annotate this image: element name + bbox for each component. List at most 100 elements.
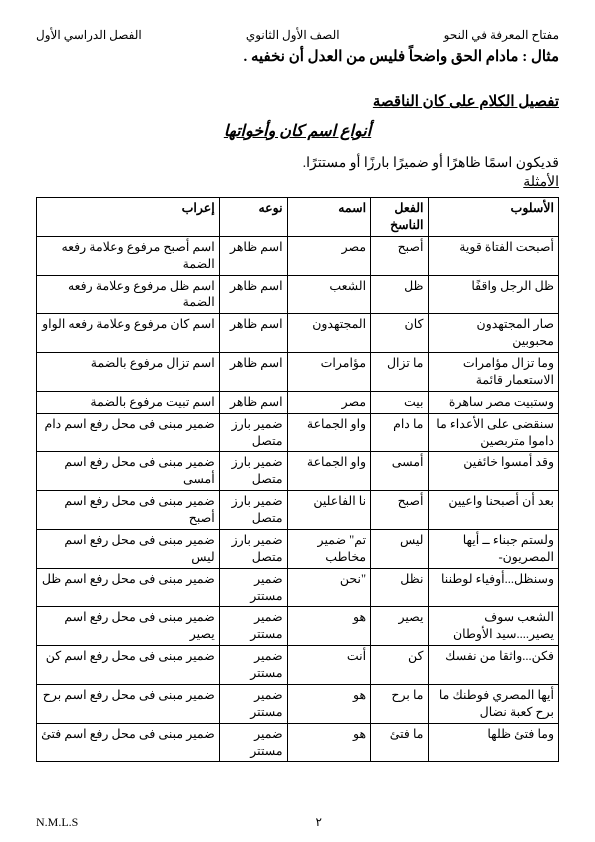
table-cell: ما دام [371, 413, 428, 452]
table-cell: ضمير مستتر [219, 646, 287, 685]
table-cell: سنقضى على الأعداء ما داموا متربصين [428, 413, 559, 452]
table-cell: بعد أن أصبحنا واعيين [428, 491, 559, 530]
table-header-row: الأسلوب الفعل الناسخ اسمه نوعه إعراب [37, 198, 559, 237]
table-cell: ما تزال [371, 353, 428, 392]
header-right: مفتاح المعرفة في النحو [444, 28, 559, 43]
table-cell: "نحن [287, 568, 371, 607]
table-row: وقد أمسوا خائفينأمسىواو الجماعةضمير بارز… [37, 452, 559, 491]
table-cell: ضمير مستتر [219, 568, 287, 607]
table-cell: مصر [287, 236, 371, 275]
table-cell: اسم أصبح مرفوع وعلامة رفعه الضمة [37, 236, 220, 275]
table-cell: ضمير بارز متصل [219, 413, 287, 452]
th-parse: إعراب [37, 198, 220, 237]
table-cell: ضمير مستتر [219, 723, 287, 762]
header-center: الصف الأول الثانوي [246, 28, 340, 43]
table-body: أصبحت الفتاة قويةأصبحمصراسم ظاهراسم أصبح… [37, 236, 559, 762]
table-cell: واو الجماعة [287, 452, 371, 491]
table-cell: فكن...واثقا من نفسك [428, 646, 559, 685]
table-cell: أمسى [371, 452, 428, 491]
table-cell: اسم تزال مرفوع بالضمة [37, 353, 220, 392]
table-cell: اسم كان مرفوع وعلامة رفعه الواو [37, 314, 220, 353]
table-cell: ضمير مبنى فى محل رفع اسم أصبح [37, 491, 220, 530]
table-cell: وما تزال مؤامرات الاستعمار قائمة [428, 353, 559, 392]
intro-text: قديكون اسمًا ظاهرًا أو ضميرًا بارزًا أو … [36, 155, 559, 172]
table-cell: المجتهدون [287, 314, 371, 353]
table-cell: ضمير مبنى فى محل رفع اسم فتئ [37, 723, 220, 762]
page-header: مفتاح المعرفة في النحو الصف الأول الثانو… [36, 28, 559, 43]
page-number: ٢ [315, 815, 321, 830]
table-cell: وسنظل...أوفياء لوطننا [428, 568, 559, 607]
table-cell: ضمير مبنى فى محل رفع اسم ليس [37, 529, 220, 568]
table-cell: ضمير بارز متصل [219, 491, 287, 530]
table-cell: ضمير بارز متصل [219, 529, 287, 568]
table-cell: ضمير مبنى فى محل رفع اسم كن [37, 646, 220, 685]
table-cell: وستبيت مصر ساهرة [428, 391, 559, 413]
table-cell: ظل [371, 275, 428, 314]
table-row: الشعب سوف يصير....سيد الأوطانيصيرهوضمير … [37, 607, 559, 646]
table-cell: مصر [287, 391, 371, 413]
table-cell: ضمير مبنى فى محل رفع اسم أمسى [37, 452, 220, 491]
table-cell: أنت [287, 646, 371, 685]
table-cell: بيت [371, 391, 428, 413]
table-cell: اسم ظاهر [219, 353, 287, 392]
th-style: الأسلوب [428, 198, 559, 237]
table-cell: أصبحت الفتاة قوية [428, 236, 559, 275]
table-cell: كان [371, 314, 428, 353]
table-cell: ضمير بارز متصل [219, 452, 287, 491]
examples-label: الأمثلة [36, 174, 559, 191]
table-row: وما فتئ ظلهاما فتئهوضمير مستترضمير مبنى … [37, 723, 559, 762]
table-cell: أصبح [371, 236, 428, 275]
table-row: وما تزال مؤامرات الاستعمار قائمةما تزالم… [37, 353, 559, 392]
table-cell: يصير [371, 607, 428, 646]
table-row: أيها المصري فوطنك ما برح كعبة نضالما برح… [37, 684, 559, 723]
header-left: الفصل الدراسي الأول [36, 28, 142, 43]
table-cell: ضمير مبنى فى محل رفع اسم برح [37, 684, 220, 723]
table-row: ظل الرجل واقفًاظلالشعباسم ظاهراسم ظل مرف… [37, 275, 559, 314]
table-cell: ليس [371, 529, 428, 568]
table-cell: ظل الرجل واقفًا [428, 275, 559, 314]
table-cell: صار المجتهدون محبوبين [428, 314, 559, 353]
table-cell: ضمير مبنى فى محل رفع اسم دام [37, 413, 220, 452]
section-title: تفصيل الكلام على كان الناقصة [36, 92, 559, 111]
table-cell: هو [287, 607, 371, 646]
sub-title: أنواع اسم كان وأخواتها [36, 121, 559, 141]
table-cell: ولستم جبناء ــ أيها المصريون- [428, 529, 559, 568]
table-cell: اسم ظاهر [219, 391, 287, 413]
table-cell: ما برح [371, 684, 428, 723]
table-cell: اسم ظل مرفوع وعلامة رفعه الضمة [37, 275, 220, 314]
table-cell: ما فتئ [371, 723, 428, 762]
table-cell: هو [287, 723, 371, 762]
th-verb: الفعل الناسخ [371, 198, 428, 237]
table-row: وستبيت مصر ساهرةبيتمصراسم ظاهراسم تبيت م… [37, 391, 559, 413]
table-cell: الشعب [287, 275, 371, 314]
th-noun: اسمه [287, 198, 371, 237]
page-footer: N.M.L.S ٢ [36, 815, 559, 830]
table-cell: وما فتئ ظلها [428, 723, 559, 762]
table-cell: هو [287, 684, 371, 723]
table-row: ولستم جبناء ــ أيها المصريون-ليستم" ضمير… [37, 529, 559, 568]
table-row: صار المجتهدون محبوبينكانالمجتهدوناسم ظاه… [37, 314, 559, 353]
table-cell: اسم تبيت مرفوع بالضمة [37, 391, 220, 413]
footer-code: N.M.L.S [36, 815, 78, 830]
table-cell: ضمير مستتر [219, 684, 287, 723]
table-cell: كن [371, 646, 428, 685]
table-row: وسنظل...أوفياء لوطننانظل"نحنضمير مستترضم… [37, 568, 559, 607]
table-cell: نا الفاعلين [287, 491, 371, 530]
th-type: نوعه [219, 198, 287, 237]
table-cell: الشعب سوف يصير....سيد الأوطان [428, 607, 559, 646]
table-cell: اسم ظاهر [219, 275, 287, 314]
table-row: أصبحت الفتاة قويةأصبحمصراسم ظاهراسم أصبح… [37, 236, 559, 275]
table-cell: ضمير مبنى فى محل رفع اسم يصير [37, 607, 220, 646]
table-cell: وقد أمسوا خائفين [428, 452, 559, 491]
table-cell: أصبح [371, 491, 428, 530]
table-row: سنقضى على الأعداء ما داموا متربصينما دام… [37, 413, 559, 452]
grammar-table: الأسلوب الفعل الناسخ اسمه نوعه إعراب أصب… [36, 197, 559, 762]
table-cell: ضمير مبنى فى محل رفع اسم ظل [37, 568, 220, 607]
table-cell: ضمير مستتر [219, 607, 287, 646]
table-cell: نظل [371, 568, 428, 607]
table-row: فكن...واثقا من نفسككنأنتضمير مستترضمير م… [37, 646, 559, 685]
table-cell: مؤامرات [287, 353, 371, 392]
table-row: بعد أن أصبحنا واعيينأصبحنا الفاعلينضمير … [37, 491, 559, 530]
table-cell: أيها المصري فوطنك ما برح كعبة نضال [428, 684, 559, 723]
table-cell: واو الجماعة [287, 413, 371, 452]
